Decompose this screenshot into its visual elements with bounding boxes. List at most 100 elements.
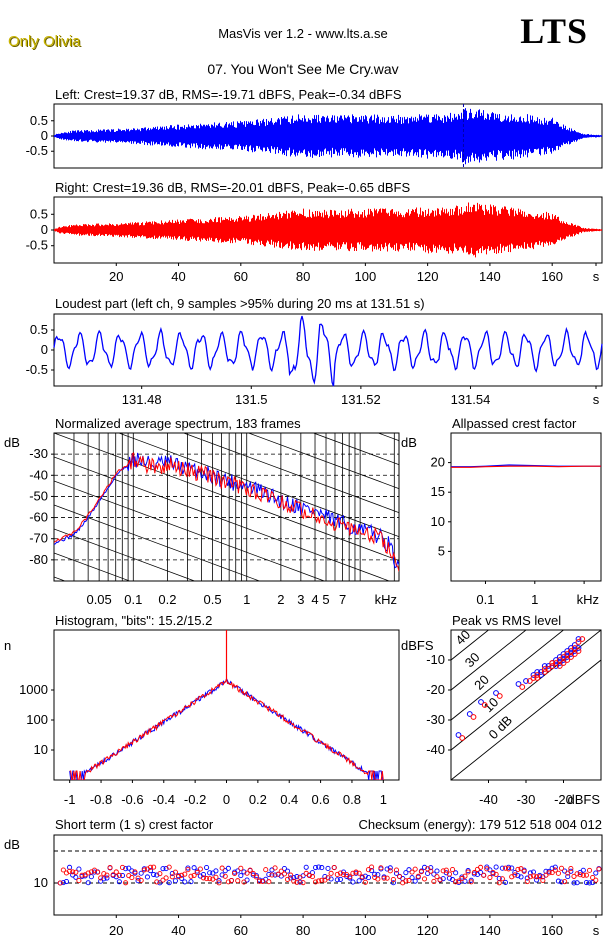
peakrms-point-red [470, 714, 477, 720]
shortcrest-point-red [565, 870, 571, 876]
shortcrest-point-red [244, 870, 250, 876]
shortcrest-point-blue [160, 866, 166, 872]
shortcrest-point-red [378, 865, 384, 871]
peakrms-point-blue [560, 657, 567, 663]
shortcrest-point-red [459, 876, 465, 882]
peakrms-point-blue [530, 672, 537, 678]
shortcrest-point-red [263, 867, 269, 873]
histogram-xtick: 0.8 [343, 792, 361, 807]
shortcrest-point-blue [116, 879, 122, 885]
shortcrest-point-red [70, 869, 76, 875]
shortcrest-point-red [194, 870, 200, 876]
loudest-ytick: 0 [41, 342, 48, 357]
shortcrest-point-red [191, 872, 197, 878]
spectrum-slope-line [117, 433, 399, 538]
shortcrest-point-blue [241, 869, 247, 875]
shortcrest-point-red [57, 880, 63, 886]
shortcrest-point-blue [144, 874, 150, 880]
shortcrest-point-red [484, 866, 490, 872]
shortcrest-point-red [409, 869, 415, 875]
peakrms-point-blue [564, 648, 571, 654]
shortcrest-point-blue [506, 864, 512, 870]
shortcrest-point-blue [459, 874, 465, 880]
shortcrest-xtick: 60 [234, 923, 248, 938]
right_waveform-xtick: 140 [479, 269, 501, 284]
shortcrest-point-red [297, 874, 303, 880]
shortcrest-point-blue [412, 878, 418, 884]
shortcrest-point-blue [85, 880, 91, 886]
shortcrest-point-red [151, 864, 157, 870]
histogram-xtick: 0 [223, 792, 230, 807]
shortcrest-point-red [104, 872, 110, 878]
shortcrest-point-red [471, 870, 477, 876]
shortcrest-point-red [515, 866, 521, 872]
shortcrest-point-red [449, 867, 456, 873]
shortcrest-point-red [465, 869, 471, 875]
peakrms-point-blue [466, 711, 473, 717]
shortcrest-point-red [568, 866, 574, 872]
shortcrest-point-blue [216, 878, 222, 884]
left_waveform-ytick: -0.5 [26, 143, 48, 158]
shortcrest-point-red [415, 873, 421, 879]
shortcrest-point-red [325, 875, 331, 881]
peakrms-point-red [553, 660, 559, 666]
spectrum-slope-line [312, 433, 399, 466]
allpass-xunit: kHz [577, 592, 599, 607]
peakrms-point-red [556, 657, 563, 663]
shortcrest-frame [53, 834, 603, 916]
peakrms-point-blue [545, 663, 552, 669]
shortcrest-point-red [172, 869, 178, 875]
shortcrest-xtick: 80 [296, 923, 310, 938]
shortcrest-point-blue [493, 864, 499, 870]
shortcrest-point-red [185, 867, 191, 873]
shortcrest-point-red [365, 867, 372, 873]
shortcrest-point-red [179, 872, 185, 878]
shortcrest-point-blue [468, 877, 474, 883]
shortcrest-point-blue [123, 866, 129, 872]
shortcrest-point-blue [453, 870, 459, 876]
right_waveform-xtick: 100 [355, 269, 377, 284]
shortcrest-point-red [113, 869, 119, 875]
shortcrest-point-red [300, 880, 306, 886]
right_waveform-ytick: 0 [41, 222, 48, 237]
shortcrest-point-blue [499, 865, 505, 871]
shortcrest-point-blue [555, 878, 561, 884]
shortcrest-point-blue [527, 870, 533, 876]
shortcrest-point-red [76, 878, 82, 884]
peakrms-crest-line [451, 659, 601, 780]
shortcrest-point-red [406, 877, 412, 884]
peakrms-point-red [519, 684, 526, 690]
peakrms-point-red [526, 678, 533, 684]
shortcrest-point-red [443, 867, 449, 873]
shortcrest-point-blue [590, 880, 596, 886]
shortcrest-point-blue [478, 870, 484, 876]
shortcrest-point-blue [63, 878, 70, 885]
shortcrest-point-red [157, 871, 163, 877]
histogram-ytick: 1000 [19, 682, 48, 697]
peakrms-point-red [530, 675, 537, 681]
shortcrest-point-red [549, 870, 555, 876]
spectrum-slope-line [54, 265, 399, 393]
shortcrest-point-red [593, 877, 599, 883]
shortcrest-ytick: 10 [34, 875, 48, 890]
shortcrest-point-blue [534, 877, 540, 883]
peakrms-point-blue [493, 690, 499, 696]
shortcrest-point-red [390, 877, 396, 883]
shortcrest-point-blue [462, 878, 468, 884]
peakrms-point-blue [575, 645, 582, 651]
shortcrest-point-red [73, 869, 79, 875]
shortcrest-xtick: 120 [417, 923, 439, 938]
shortcrest-point-red [562, 879, 568, 885]
right_waveform-xtick: s [593, 269, 600, 284]
shortcrest-point-red [216, 880, 222, 886]
histogram-xtick: 0.2 [249, 792, 267, 807]
shortcrest-point-red [266, 879, 272, 885]
allpass-frame [450, 432, 602, 582]
histogram-xtick: -0.2 [184, 792, 206, 807]
shortcrest-point-blue [297, 879, 303, 885]
shortcrest-point-red [95, 869, 101, 875]
peakrms-point-red [541, 669, 548, 675]
shortcrest-point-red [540, 877, 546, 883]
spectrum-ytick: -80 [29, 552, 48, 567]
